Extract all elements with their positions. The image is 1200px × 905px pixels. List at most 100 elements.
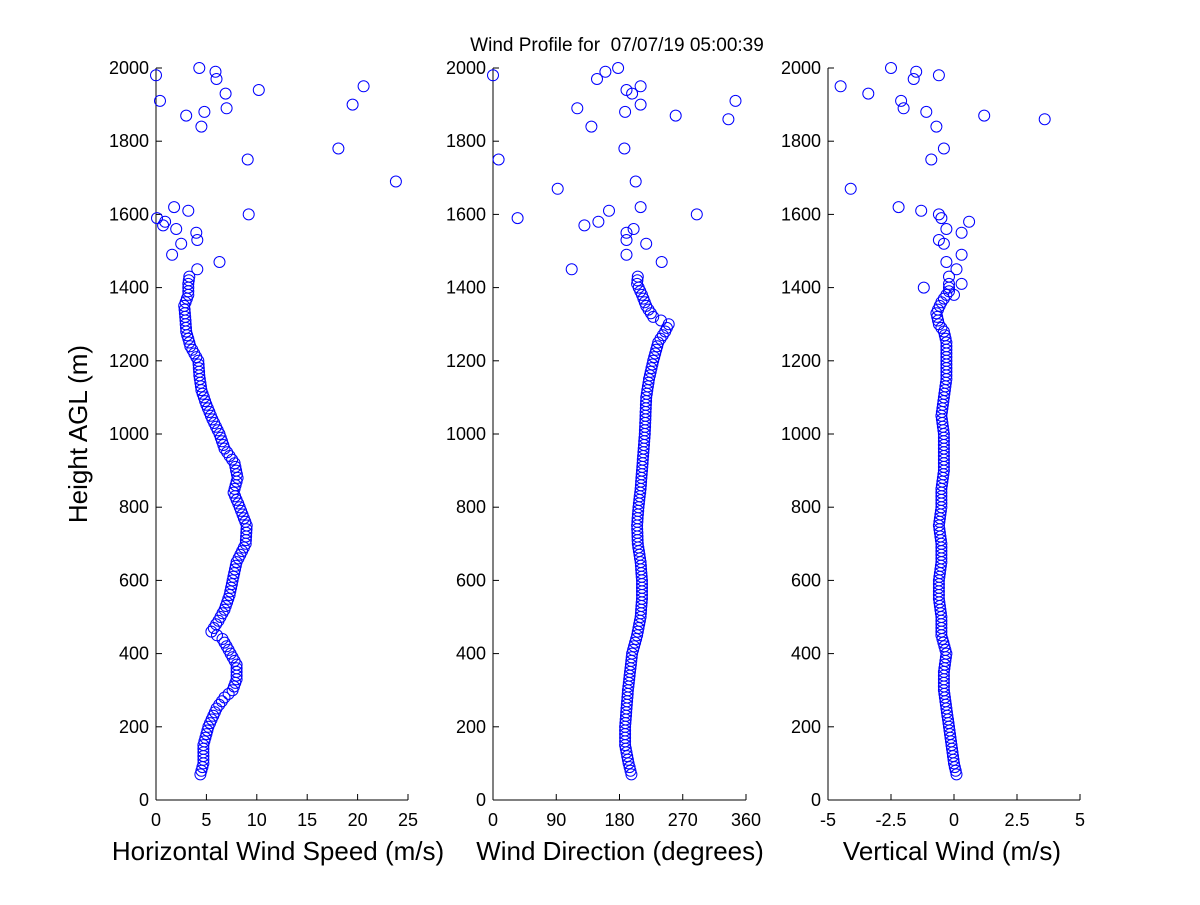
data-point bbox=[938, 640, 951, 653]
y-tick-label: 200 bbox=[119, 717, 149, 737]
data-point bbox=[629, 636, 642, 649]
y-tick-label: 800 bbox=[791, 497, 821, 517]
x-tick-label: -5 bbox=[820, 810, 836, 830]
y-tick-label: 200 bbox=[456, 717, 486, 737]
data-point bbox=[183, 270, 196, 283]
data-point bbox=[191, 263, 204, 276]
data-point bbox=[939, 643, 952, 656]
data-point bbox=[834, 80, 847, 93]
data-point bbox=[182, 204, 195, 217]
data-point bbox=[631, 274, 644, 287]
x-tick-label: -2.5 bbox=[875, 810, 906, 830]
x-tick-label: 0 bbox=[151, 810, 161, 830]
data-point bbox=[227, 486, 240, 499]
x-tick-label: 180 bbox=[604, 810, 634, 830]
data-point bbox=[844, 182, 857, 195]
data-point bbox=[634, 80, 647, 93]
data-point bbox=[487, 69, 499, 82]
y-tick-label: 1800 bbox=[446, 131, 486, 151]
data-point bbox=[634, 98, 647, 111]
data-point bbox=[230, 464, 243, 477]
y-tick-label: 1600 bbox=[781, 204, 821, 224]
x-tick-label: 15 bbox=[297, 810, 317, 830]
data-point bbox=[940, 256, 953, 268]
data-point bbox=[221, 446, 234, 459]
data-point bbox=[651, 340, 664, 353]
data-point bbox=[229, 479, 242, 492]
data-point bbox=[932, 208, 945, 221]
data-point bbox=[357, 80, 370, 93]
y-tick-label: 1600 bbox=[446, 204, 486, 224]
data-point bbox=[943, 270, 955, 283]
data-point bbox=[209, 65, 222, 78]
data-point bbox=[168, 201, 181, 214]
data-point bbox=[656, 329, 669, 342]
data-point bbox=[655, 314, 667, 327]
data-point bbox=[897, 102, 910, 115]
data-point bbox=[950, 263, 963, 276]
data-point bbox=[631, 277, 644, 290]
y-tick-label: 600 bbox=[119, 570, 149, 590]
data-point bbox=[936, 633, 949, 645]
data-point bbox=[182, 332, 195, 345]
data-point bbox=[242, 208, 255, 221]
x-tick-label: 25 bbox=[398, 810, 418, 830]
data-point bbox=[862, 87, 875, 100]
data-point bbox=[228, 482, 241, 495]
data-point bbox=[915, 204, 928, 217]
data-point bbox=[332, 142, 345, 155]
data-point bbox=[895, 94, 908, 107]
data-point bbox=[511, 212, 524, 225]
data-point bbox=[955, 248, 968, 261]
data-point bbox=[628, 640, 641, 653]
data-point bbox=[930, 120, 943, 133]
data-point bbox=[642, 303, 655, 316]
data-point bbox=[729, 94, 742, 107]
x-tick-label: 5 bbox=[1075, 810, 1085, 830]
x-tick-label: 270 bbox=[668, 810, 698, 830]
data-point bbox=[195, 120, 208, 133]
panel-2: 0 200 400 600 800 1000 1200 1400 1600 1800 2000 0 90… bbox=[446, 58, 764, 866]
y-tick-label: 1600 bbox=[109, 204, 149, 224]
data-point bbox=[630, 633, 643, 645]
data-point bbox=[920, 105, 933, 118]
data-point bbox=[592, 215, 605, 228]
data-point bbox=[223, 450, 236, 462]
data-point bbox=[210, 702, 223, 715]
data-point bbox=[181, 329, 194, 342]
data-point bbox=[620, 234, 633, 246]
data-point bbox=[210, 618, 223, 631]
data-point bbox=[955, 277, 968, 290]
data-point bbox=[599, 65, 612, 78]
data-point bbox=[213, 256, 226, 268]
x-tick-label: 10 bbox=[247, 810, 267, 830]
data-point bbox=[629, 175, 642, 188]
data-point bbox=[578, 219, 591, 232]
data-point bbox=[183, 336, 196, 349]
data-point bbox=[241, 153, 254, 166]
y-tick-label: 1800 bbox=[109, 131, 149, 151]
data-point bbox=[940, 223, 953, 235]
data-point bbox=[932, 318, 945, 331]
data-point bbox=[925, 153, 938, 166]
data-point bbox=[662, 318, 675, 331]
data-point bbox=[215, 695, 228, 708]
y-tick-label: 2000 bbox=[781, 58, 821, 78]
data-point bbox=[175, 237, 188, 250]
data-point bbox=[571, 102, 584, 115]
y-tick-label: 600 bbox=[791, 570, 821, 590]
y-tick-label: 2000 bbox=[446, 58, 486, 78]
x-tick-label: 5 bbox=[201, 810, 211, 830]
data-point bbox=[346, 98, 359, 111]
data-point bbox=[937, 325, 950, 338]
y-tick-label: 1400 bbox=[446, 278, 486, 298]
data-point bbox=[196, 761, 209, 774]
data-point bbox=[585, 120, 598, 133]
y-tick-label: 0 bbox=[811, 790, 821, 810]
y-tick-label: 1400 bbox=[781, 278, 821, 298]
data-point bbox=[193, 62, 206, 74]
data-point bbox=[1038, 113, 1051, 126]
data-point bbox=[937, 636, 950, 649]
data-point bbox=[201, 724, 214, 737]
data-point bbox=[618, 142, 631, 155]
